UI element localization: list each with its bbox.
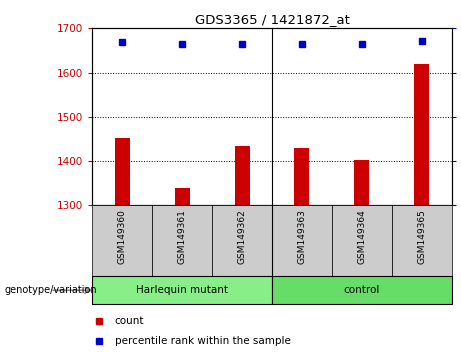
Text: genotype/variation: genotype/variation — [5, 285, 97, 295]
Bar — [175, 188, 189, 205]
Text: GSM149365: GSM149365 — [417, 209, 426, 264]
Title: GDS3365 / 1421872_at: GDS3365 / 1421872_at — [195, 13, 349, 26]
Text: Harlequin mutant: Harlequin mutant — [136, 285, 228, 295]
Bar — [355, 160, 369, 205]
Text: GSM149364: GSM149364 — [357, 209, 366, 264]
Bar — [115, 138, 130, 205]
Bar — [295, 148, 309, 205]
Text: percentile rank within the sample: percentile rank within the sample — [115, 336, 291, 346]
Bar — [392, 205, 452, 276]
Bar — [152, 205, 212, 276]
Bar — [272, 276, 452, 304]
Text: GSM149362: GSM149362 — [237, 209, 247, 264]
Bar — [235, 145, 249, 205]
Bar — [92, 205, 152, 276]
Bar — [272, 205, 332, 276]
Text: control: control — [344, 285, 380, 295]
Bar — [92, 276, 272, 304]
Text: count: count — [115, 315, 144, 326]
Bar — [212, 205, 272, 276]
Bar — [332, 205, 392, 276]
Text: GSM149363: GSM149363 — [297, 209, 307, 264]
Text: GSM149361: GSM149361 — [177, 209, 187, 264]
Text: GSM149360: GSM149360 — [118, 209, 127, 264]
Bar — [414, 64, 429, 205]
